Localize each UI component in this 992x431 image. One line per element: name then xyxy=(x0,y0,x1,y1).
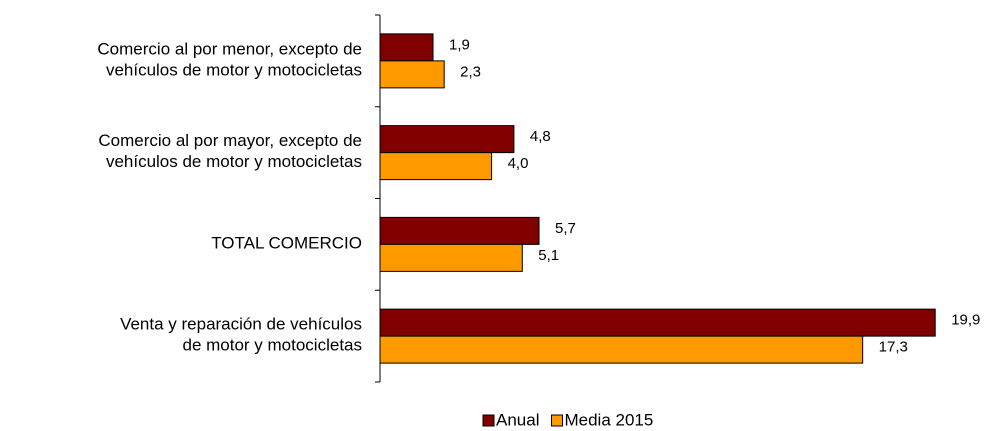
legend-label: Media 2015 xyxy=(564,410,653,429)
value-label: 4,0 xyxy=(508,155,529,172)
category-label: Comercio al por mayor, excepto de vehícul… xyxy=(98,132,362,172)
bar xyxy=(379,243,523,272)
legend-label: Anual xyxy=(496,410,539,429)
value-label: 5,7 xyxy=(555,220,576,237)
value-label: 4,8 xyxy=(530,128,551,145)
value-label: 17,3 xyxy=(879,339,908,356)
value-label: 5,1 xyxy=(538,247,559,264)
category-label: Comercio al por menor, excepto de vehícul… xyxy=(97,40,362,80)
bar xyxy=(379,60,445,89)
value-label: 1,9 xyxy=(449,36,470,53)
value-label: 2,3 xyxy=(460,63,481,80)
category-label: TOTAL COMERCIO xyxy=(211,234,362,253)
legend-swatch xyxy=(550,414,563,427)
bar xyxy=(379,125,515,154)
category-label: Venta y reparación de vehículos de motor … xyxy=(120,315,362,355)
value-label: 19,9 xyxy=(951,312,980,329)
legend-swatch xyxy=(482,414,495,427)
bar xyxy=(379,335,864,364)
bar xyxy=(379,308,936,337)
bar xyxy=(379,216,540,245)
bar xyxy=(379,33,434,62)
bar xyxy=(379,152,493,181)
